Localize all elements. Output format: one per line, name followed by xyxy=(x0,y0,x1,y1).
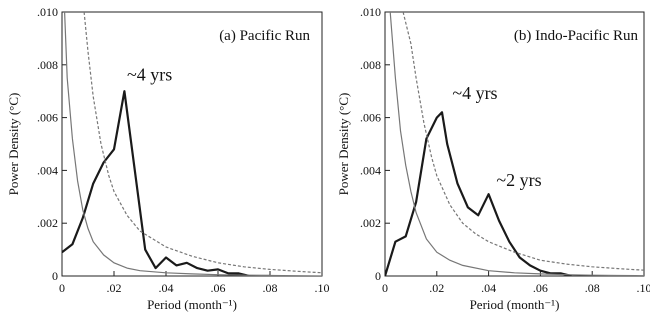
spectrum-line xyxy=(385,111,572,276)
panel-a: 0 .02 .04 .06 .08 .10 0 .002 .004 .006 .008 .010 Per… xyxy=(6,5,330,312)
y-tick-label: .004 xyxy=(37,163,58,177)
y-tick-label: .002 xyxy=(37,216,58,230)
x-tick-label: 0 xyxy=(382,281,388,295)
panel-title: (a) Pacific Run xyxy=(219,28,310,44)
peak-annotation: ~2 yrs xyxy=(496,170,541,190)
x-tick-label: .02 xyxy=(107,281,122,295)
x-tick-label: .08 xyxy=(585,281,600,295)
panel-b: 0 .02 .04 .06 .08 .10 0 .002 .004 .006 .008 .010 Per… xyxy=(336,5,650,312)
confidence-line xyxy=(402,12,644,271)
panel-title: (b) Indo-Pacific Run xyxy=(514,28,639,44)
y-tick-label: .002 xyxy=(360,216,381,230)
peak-annotation: ~4 yrs xyxy=(452,83,497,103)
y-tick-label: .010 xyxy=(37,5,58,19)
y-axis-label: Power Density (°C) xyxy=(6,93,21,196)
y-tick-label: .006 xyxy=(360,111,381,125)
x-axis-label: Period (month⁻¹) xyxy=(147,297,237,312)
peak-annotation: ~4 yrs xyxy=(127,65,172,85)
y-axis-label: Power Density (°C) xyxy=(336,93,351,196)
plot-frame xyxy=(61,11,323,277)
plot-frame xyxy=(384,11,645,277)
spectrum-line xyxy=(62,90,270,276)
y-tick-label: .008 xyxy=(360,58,381,72)
confidence-line xyxy=(83,12,322,274)
x-tick-label: .02 xyxy=(429,281,444,295)
x-tick-label: .10 xyxy=(637,281,650,295)
x-tick-label: .08 xyxy=(263,281,278,295)
x-tick-label: .04 xyxy=(481,281,496,295)
y-tick-label: 0 xyxy=(52,269,58,283)
x-tick-label: .06 xyxy=(211,281,226,295)
x-tick-label: 0 xyxy=(59,281,65,295)
y-tick-label: .004 xyxy=(360,163,381,177)
x-tick-label: .10 xyxy=(315,281,330,295)
x-axis-label: Period (month⁻¹) xyxy=(470,297,560,312)
red-noise-line xyxy=(389,12,644,276)
x-tick-label: .04 xyxy=(159,281,174,295)
y-tick-label: .006 xyxy=(37,111,58,125)
y-tick-label: .008 xyxy=(37,58,58,72)
x-tick-label: .06 xyxy=(533,281,548,295)
red-noise-line xyxy=(64,12,322,276)
y-tick-label: .010 xyxy=(360,5,381,19)
y-tick-label: 0 xyxy=(375,269,381,283)
